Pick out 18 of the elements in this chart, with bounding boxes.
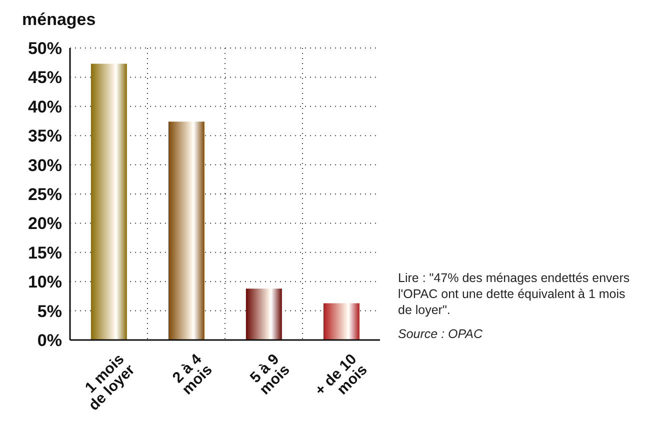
y-tick-label: 0% [37,331,62,350]
y-tick-label: 15% [28,243,62,262]
y-tick-label: 50% [28,39,62,58]
y-tick-label: 45% [28,68,62,88]
y-tick-label: 30% [28,156,62,175]
y-tick-label: 25% [28,185,62,204]
y-tick-label: 5% [37,302,62,321]
y-tick-label: 40% [28,97,62,116]
y-axis-title: ménages [22,10,96,30]
y-tick-label: 10% [28,272,62,292]
bar [323,303,360,340]
y-tick-label: 35% [28,126,62,146]
source-note: Source : OPAC [398,326,484,342]
bar [168,122,204,340]
y-tick-label: 20% [28,214,62,234]
text: Lire : "47% des ménages endettés envers l'OPAC ont une dette équivalent à 1 mois de loyer". [398,270,631,318]
bar [246,288,282,340]
bar [90,64,127,340]
